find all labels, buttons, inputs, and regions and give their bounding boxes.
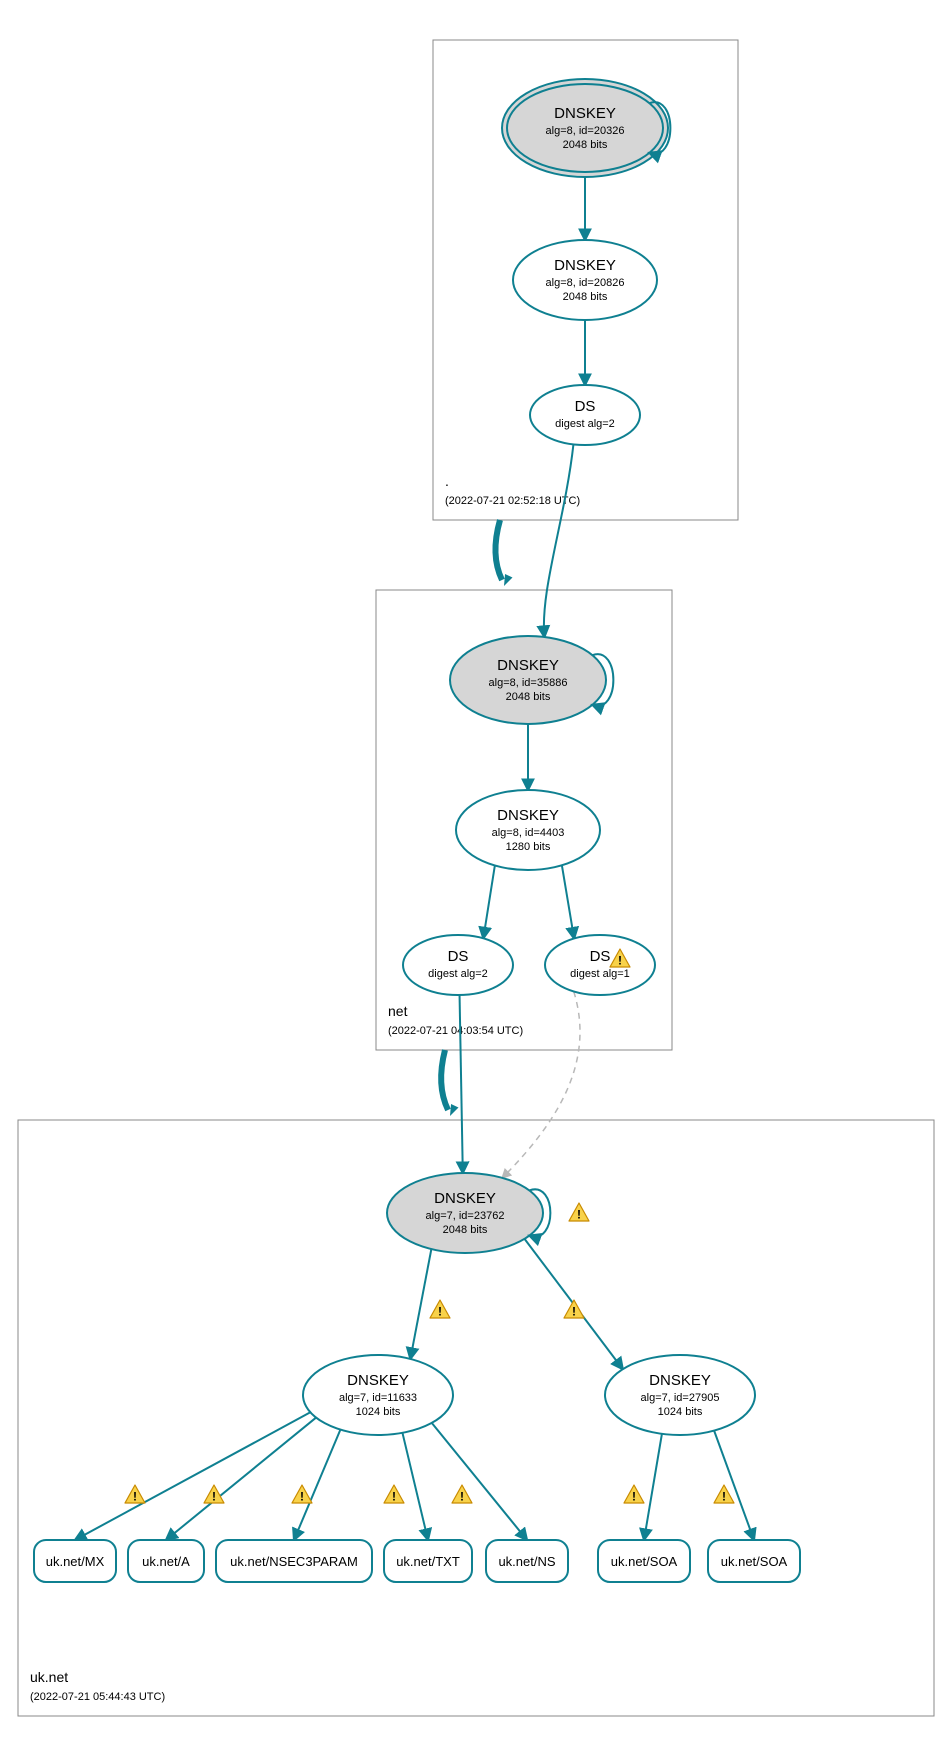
n-net-zsk-line2: alg=8, id=4403 <box>492 827 565 839</box>
n-root-ds-line2: digest alg=2 <box>555 418 615 430</box>
edge <box>432 1423 527 1540</box>
n-uk-zsk2-line2: alg=7, id=27905 <box>641 1392 720 1404</box>
edge <box>502 991 580 1178</box>
n-root-zsk: DNSKEY alg=8, id=20826 2048 bits <box>513 240 657 320</box>
n-net-ds2: DS digest alg=1! <box>545 935 655 995</box>
edge <box>410 1249 431 1359</box>
n-uk-ksk-line3: 2048 bits <box>443 1224 488 1236</box>
svg-text:!: ! <box>460 1490 464 1504</box>
svg-text:!: ! <box>300 1490 304 1504</box>
n-root-ds: DS digest alg=2 <box>530 385 640 445</box>
l-ns-label: uk.net/NS <box>498 1554 555 1569</box>
edge <box>294 1430 340 1540</box>
l-nsec3-label: uk.net/NSEC3PARAM <box>230 1554 358 1569</box>
warning-icon: ! <box>125 1485 145 1504</box>
zone-uknet-label: uk.net <box>30 1669 68 1685</box>
svg-text:!: ! <box>438 1305 442 1319</box>
warning-icon: ! <box>452 1485 472 1504</box>
n-root-ds-title: DS <box>575 398 596 415</box>
l-soa2-label: uk.net/SOA <box>721 1554 788 1569</box>
l-soa2: uk.net/SOA <box>708 1540 800 1582</box>
l-ns: uk.net/NS <box>486 1540 568 1582</box>
n-net-zsk-title: DNSKEY <box>497 807 559 824</box>
n-root-zsk-title: DNSKEY <box>554 257 616 274</box>
n-uk-ksk-title: DNSKEY <box>434 1190 496 1207</box>
svg-text:!: ! <box>212 1490 216 1504</box>
l-txt-label: uk.net/TXT <box>396 1554 460 1569</box>
n-uk-zsk1-title: DNSKEY <box>347 1372 409 1389</box>
l-soa1-label: uk.net/SOA <box>611 1554 678 1569</box>
zone-uknet-sublabel: (2022-07-21 05:44:43 UTC) <box>30 1691 165 1703</box>
zone-net-sublabel: (2022-07-21 04:03:54 UTC) <box>388 1025 523 1037</box>
edge <box>75 1412 310 1540</box>
l-soa1: uk.net/SOA <box>598 1540 690 1582</box>
warning-icon: ! <box>624 1485 644 1504</box>
n-net-ksk-line3: 2048 bits <box>506 691 551 703</box>
dnssec-diagram: . (2022-07-21 02:52:18 UTC) net (2022-07-21… <box>0 0 952 1742</box>
n-net-ds2-line2: digest alg=1 <box>570 968 630 980</box>
n-uk-zsk1: DNSKEY alg=7, id=11633 1024 bits <box>303 1355 453 1435</box>
n-net-ksk-title: DNSKEY <box>497 657 559 674</box>
n-uk-ksk-line2: alg=7, id=23762 <box>426 1210 505 1222</box>
l-nsec3: uk.net/NSEC3PARAM <box>216 1540 372 1582</box>
warning-icon: ! <box>384 1485 404 1504</box>
warning-icon: ! <box>292 1485 312 1504</box>
warning-icon: ! <box>564 1300 584 1319</box>
n-uk-ksk: DNSKEY alg=7, id=23762 2048 bits! <box>387 1173 589 1253</box>
svg-text:!: ! <box>133 1490 137 1504</box>
l-txt: uk.net/TXT <box>384 1540 472 1582</box>
edges-layer <box>75 172 754 1540</box>
n-net-zsk-line3: 1280 bits <box>506 841 551 853</box>
l-a: uk.net/A <box>128 1540 204 1582</box>
n-net-ds1-line2: digest alg=2 <box>428 968 488 980</box>
edge <box>714 1431 754 1540</box>
n-uk-zsk2-title: DNSKEY <box>649 1372 711 1389</box>
n-root-ksk-title: DNSKEY <box>554 105 616 122</box>
svg-text:!: ! <box>392 1490 396 1504</box>
n-root-zsk-line3: 2048 bits <box>563 291 608 303</box>
zone-transition-arrow <box>441 1050 448 1110</box>
edge <box>562 865 574 938</box>
n-root-zsk-line2: alg=8, id=20826 <box>546 277 625 289</box>
n-uk-zsk1-line3: 1024 bits <box>356 1406 401 1418</box>
zone-net-label: net <box>388 1003 408 1019</box>
warning-icon: ! <box>714 1485 734 1504</box>
n-net-zsk: DNSKEY alg=8, id=4403 1280 bits <box>456 790 600 870</box>
n-uk-zsk2-line3: 1024 bits <box>658 1406 703 1418</box>
zone-root-label: . <box>445 473 449 489</box>
n-uk-zsk2: DNSKEY alg=7, id=27905 1024 bits <box>605 1355 755 1435</box>
n-net-ds1-title: DS <box>448 948 469 965</box>
n-root-ksk-line3: 2048 bits <box>563 139 608 151</box>
n-net-ds2-title: DS <box>590 948 611 965</box>
zone-root-sublabel: (2022-07-21 02:52:18 UTC) <box>445 495 580 507</box>
edge <box>402 1433 428 1540</box>
n-root-ksk: DNSKEY alg=8, id=20326 2048 bits <box>502 79 670 177</box>
warning-icon: ! <box>430 1300 450 1319</box>
edge <box>483 866 495 939</box>
n-net-ds1: DS digest alg=2 <box>403 935 513 995</box>
edge <box>544 444 574 637</box>
l-a-label: uk.net/A <box>142 1554 190 1569</box>
n-root-ksk-line2: alg=8, id=20326 <box>546 125 625 137</box>
svg-text:!: ! <box>572 1305 576 1319</box>
l-mx: uk.net/MX <box>34 1540 116 1582</box>
n-uk-zsk1-line2: alg=7, id=11633 <box>339 1392 417 1404</box>
n-net-ksk: DNSKEY alg=8, id=35886 2048 bits <box>450 636 613 724</box>
n-net-ksk-line2: alg=8, id=35886 <box>489 677 568 689</box>
svg-text:!: ! <box>722 1490 726 1504</box>
svg-text:!: ! <box>632 1490 636 1504</box>
edge <box>644 1434 662 1540</box>
warning-icon: ! <box>569 1203 589 1222</box>
edge <box>460 995 463 1173</box>
l-mx-label: uk.net/MX <box>46 1554 105 1569</box>
svg-text:!: ! <box>577 1208 581 1222</box>
zone-transition-arrow <box>495 520 502 580</box>
svg-text:!: ! <box>618 954 622 968</box>
